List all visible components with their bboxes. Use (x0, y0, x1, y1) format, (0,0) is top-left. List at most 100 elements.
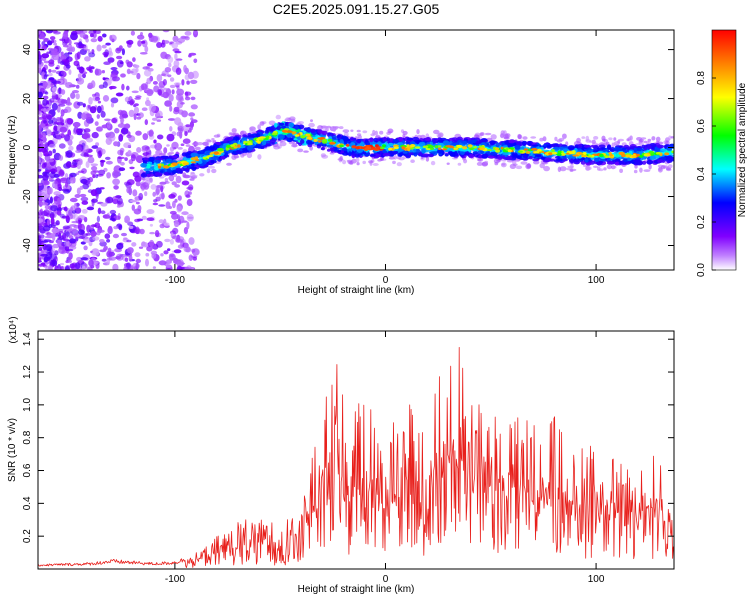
spectrogram-halo-cell (379, 156, 383, 161)
spectrogram-noise-cell (112, 178, 120, 186)
spectrogram-ridge-cell (300, 139, 305, 144)
spectrogram-noise-cell (60, 89, 66, 95)
spectrogram-noise-cell (73, 202, 78, 210)
spectrogram-noise-cell (181, 79, 185, 86)
spectrogram-noise-cell (109, 217, 116, 221)
spectrogram-noise-cell (45, 244, 53, 252)
spectrogram-noise-cell (183, 64, 188, 73)
spectrogram-peak-cell (648, 150, 655, 154)
spectrogram-noise-cell (146, 209, 155, 215)
snr-y-axis-label: SNR (10 * v/v) (7, 418, 18, 482)
spectrogram-ridge-cell (271, 142, 275, 145)
spectrogram-noise-cell (141, 187, 145, 192)
spectrogram-halo-cell (500, 130, 505, 136)
spectrogram-halo-cell (668, 164, 673, 169)
spectrogram-ridge-cell (646, 159, 654, 165)
spectrogram-noise-cell (109, 34, 113, 41)
spectrogram-peak-cell (281, 129, 288, 133)
spectrogram-noise-cell (146, 77, 152, 85)
spectrogram-noise-cell (117, 123, 126, 128)
spectrogram-peak-cell (409, 144, 416, 148)
spectrogram-halo-cell (142, 178, 147, 182)
spectrogram-noise-cell (80, 30, 88, 34)
spectrogram-noise-cell (65, 64, 71, 69)
spectrogram-noise-cell (135, 130, 142, 136)
spectrogram-noise-cell (65, 161, 72, 168)
spectrogram-noise-cell (126, 85, 130, 91)
spectrogram-noise-cell (172, 200, 176, 209)
spectrogram-halo-cell (284, 118, 290, 122)
spectrogram-ridge-cell (412, 149, 417, 153)
spectrogram-ridge-cell (278, 122, 285, 127)
spectrogram-noise-cell (133, 64, 140, 69)
spectrogram-noise-cell (78, 66, 85, 74)
spectrogram-noise-cell (52, 148, 56, 154)
spectrogram-noise-cell (121, 48, 125, 56)
spectrogram-noise-cell (144, 191, 148, 197)
spectrogram-noise-cell (58, 87, 62, 95)
spectrogram-noise-cell (54, 135, 63, 140)
spectrogram-noise-cell (38, 58, 42, 66)
spectrogram-ridge-cell (326, 144, 334, 148)
spectrogram-noise-cell (146, 97, 150, 101)
spectrogram-halo-cell (169, 146, 175, 152)
spectrogram-halo-cell (182, 174, 190, 179)
spectrogram-noise-cell (48, 143, 56, 149)
spectrogram-noise-cell (81, 112, 87, 121)
spectrogram-noise-cell (124, 123, 131, 129)
spectrogram-halo-cell (308, 122, 315, 128)
spectrogram-noise-cell (63, 134, 71, 142)
spectrogram-noise-cell (71, 46, 76, 53)
spectrogram-noise-cell (118, 45, 123, 51)
colorbar-tick-label: 0.2 (696, 215, 707, 229)
spectrogram-noise-cell (58, 231, 64, 234)
spectrogram-noise-cell (83, 128, 91, 133)
spectrogram-noise-cell (123, 142, 132, 149)
spectrogram-noise-cell (125, 181, 132, 189)
spectrogram-ridge-cell (577, 145, 582, 149)
spectrogram-halo-cell (410, 159, 415, 163)
spectrogram-noise-cell (56, 210, 62, 216)
spectrogram-halo-cell (662, 165, 669, 169)
spectrogram-halo-cell (337, 158, 344, 161)
spectrogram-noise-cell (92, 170, 100, 173)
spectrogram-peak-cell (360, 146, 366, 150)
spectrogram-ridge-cell (402, 151, 408, 154)
spectrogram-ridge-cell (436, 149, 445, 154)
spectrogram-halo-cell (476, 161, 483, 166)
spectrogram-noise-cell (155, 185, 161, 189)
spectrogram-halo-cell (490, 134, 497, 140)
spectrogram-ridge-cell (382, 152, 391, 157)
spectrogram-peak-cell (345, 144, 350, 147)
spectrogram-halo-cell (191, 142, 198, 146)
spectrogram-noise-cell (78, 229, 85, 236)
spectrogram-noise-cell (152, 191, 156, 197)
spectrogram-ridge-cell (613, 146, 621, 152)
spectrogram-ridge-cell (544, 157, 552, 162)
spectrogram-noise-cell (152, 117, 158, 121)
spectrogram-halo-cell (173, 173, 178, 178)
spectrogram-noise-cell (109, 256, 117, 261)
spectrogram-noise-cell (83, 119, 90, 127)
spectrogram-noise-cell (43, 107, 47, 114)
spectrogram-ridge-cell (397, 152, 403, 157)
spectrogram-noise-cell (145, 258, 149, 267)
spectrogram-ridge-cell (522, 141, 527, 147)
spectrogram-noise-cell (155, 188, 160, 196)
spectrogram-noise-cell (190, 96, 196, 101)
spectrogram-noise-cell (40, 147, 48, 153)
spectrogram-noise-cell (106, 212, 110, 219)
spectrogram-noise-cell (69, 224, 77, 227)
spectrogram-noise-cell (51, 92, 57, 96)
spectrogram-noise-cell (191, 119, 198, 123)
spectrogram-halo-cell (140, 181, 146, 186)
spectrogram-noise-cell (144, 45, 149, 53)
spectrogram-noise-cell (128, 254, 133, 262)
colorbar-gradient (712, 30, 736, 270)
spectrogram-peak-cell (407, 147, 411, 152)
spectrogram-noise-cell (38, 104, 43, 110)
spectrogram-noise-cell (75, 149, 82, 154)
spectrogram-noise-cell (63, 240, 72, 247)
spectrogram-peak-cell (671, 150, 674, 154)
spectrogram-noise-cell (156, 74, 163, 82)
